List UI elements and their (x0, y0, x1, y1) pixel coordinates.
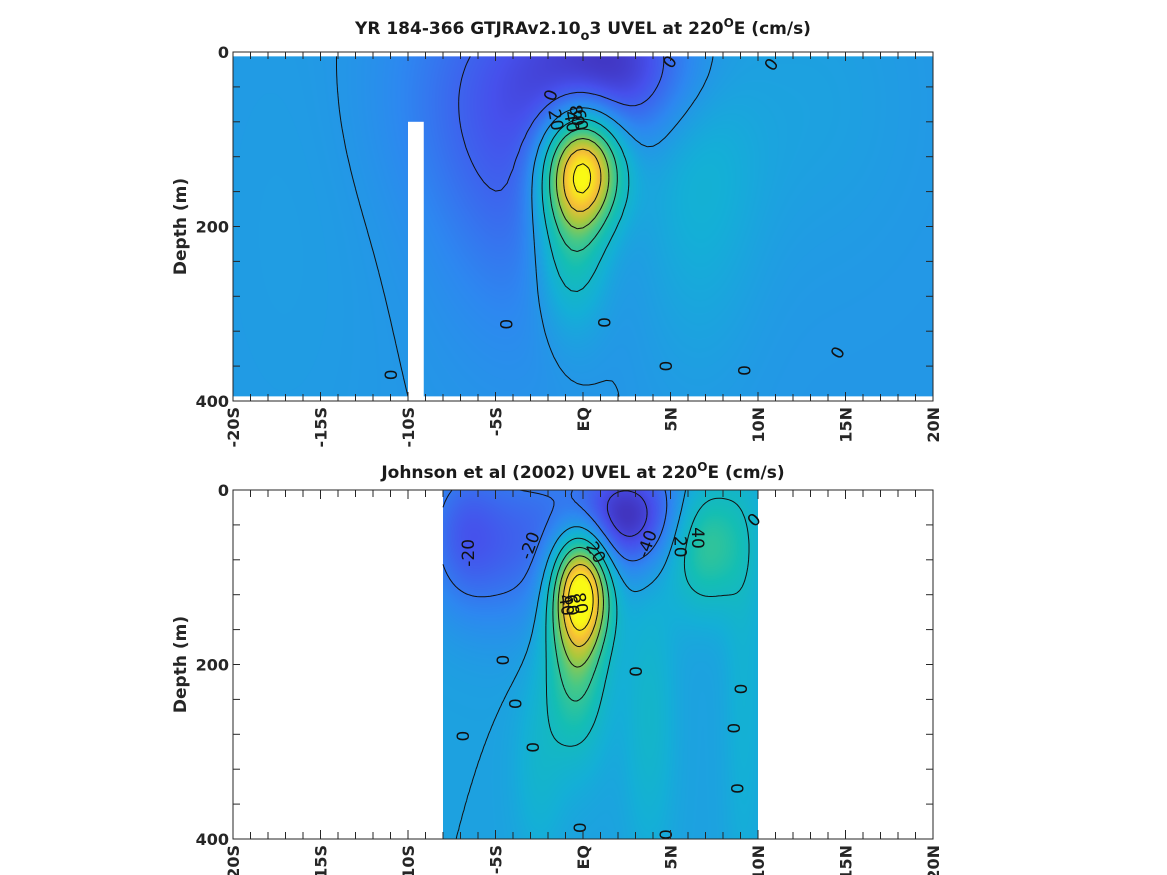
charts-0-contour-line (555, 138, 610, 230)
charts-0-x-tick-label: 10N (749, 407, 768, 443)
charts-1-contour-line (545, 497, 750, 747)
charts-0-contour-label: 20 (543, 108, 566, 133)
charts-0-title-part: E (cm/s) (734, 19, 811, 39)
charts-1-title-part: E (cm/s) (707, 463, 784, 483)
charts-1-x-tick-label: 15N (837, 845, 856, 875)
charts-1-y-tick-label: 0 (218, 481, 229, 500)
charts-1-x-tick-label: EQ (574, 845, 593, 870)
charts-0-contour-label: 60 (568, 108, 591, 133)
charts-1-contour-line (442, 489, 668, 598)
charts-1-y-tick-label: 400 (196, 830, 229, 849)
charts-1-contour-label: -20 (459, 539, 479, 567)
charts-0-contour-line (336, 56, 714, 397)
charts-0-x-tick-label: EQ (574, 407, 593, 432)
charts-1-contour-label: 0 (571, 822, 591, 833)
charts-0-x-tick-label: -5S (487, 407, 506, 436)
charts-1-contour-label: 0 (524, 742, 544, 753)
charts-0-contour-line (541, 118, 630, 292)
charts-0-y-axis-label: Depth (m) (171, 178, 191, 275)
charts-0-contour-label: 80 (564, 103, 587, 128)
charts-0-y-tick-label: 400 (196, 392, 229, 411)
charts-1-contour-label: 0 (732, 684, 752, 695)
charts-1-contour-line (557, 555, 604, 668)
charts-1-contour-label: 0 (454, 731, 474, 742)
charts-0-x-tick-label: 20N (924, 407, 943, 443)
charts-1-contour-label: 0 (627, 666, 647, 677)
charts-1-contour-label: 40 (554, 593, 577, 618)
charts-0-contour-label: 0 (498, 319, 518, 330)
chart-panel-observed: Johnson et al (2002) UVEL at 220OE (cm/s… (171, 460, 943, 875)
charts-1-title-part: Johnson et al (2002) UVEL at 220 (380, 463, 697, 483)
charts-1-contour-label: 0 (725, 723, 745, 734)
charts-1-contour-line (562, 564, 599, 648)
charts-0-contour-line (572, 163, 592, 194)
charts-1-contour-label: 80 (568, 591, 591, 616)
charts-0-contour-label: 0 (382, 369, 402, 380)
charts-0-title-part: o (581, 29, 590, 44)
charts-1-x-tick-label: 20N (924, 845, 943, 875)
charts-0-y-tick-label: 0 (218, 43, 229, 62)
charts-1-x-tick-label: -15S (312, 845, 331, 875)
charts-1-y-axis-label: Depth (m) (171, 616, 191, 713)
charts-1-title-part: O (697, 460, 707, 474)
charts-1-x-tick-label: 5N (662, 845, 681, 870)
charts-0-x-tick-label: -15S (312, 407, 331, 447)
charts-1-contour-label: 0 (729, 783, 749, 794)
charts-1-contour-label: 0 (494, 655, 514, 666)
charts-0-masked-column (408, 121, 424, 402)
charts-1-x-tick-label: 10N (749, 845, 768, 875)
charts-0-heatmap (233, 56, 933, 397)
charts-1-contour-label: 60 (559, 593, 582, 618)
charts-0-title-part: 3 UVEL at 220 (589, 19, 723, 39)
charts-0-contour-line (549, 128, 618, 252)
charts-1-contour-line (455, 489, 687, 840)
charts-0-title: YR 184-366 GTJRAv2.10o3 UVEL at 220OE (c… (354, 16, 811, 44)
charts-1-contour-label: 0 (657, 829, 677, 840)
charts-0-x-tick-label: -10S (399, 407, 418, 447)
charts-1-x-tick-label: -5S (487, 845, 506, 874)
charts-1-title: Johnson et al (2002) UVEL at 220OE (cm/s… (380, 460, 784, 483)
charts-0-x-tick-label: 5N (662, 407, 681, 432)
charts-0-contour-label: 40 (559, 109, 582, 134)
charts-1-contour-line (552, 546, 610, 702)
charts-0-contour-label: 0 (736, 365, 756, 376)
charts-1-x-tick-label: -10S (399, 845, 418, 875)
charts-0-contour-label: 0 (596, 317, 616, 328)
charts-1-y-tick-label: 200 (196, 656, 229, 675)
charts-0-contour-line (563, 148, 602, 212)
charts-0-contour-label: 0 (657, 361, 677, 372)
charts-0-x-tick-label: 15N (837, 407, 856, 443)
charts-1-contour-line (606, 490, 648, 537)
charts-1-x-tick-label: -20S (224, 845, 243, 875)
charts-0-contour-line (458, 56, 665, 192)
chart-panel-model: YR 184-366 GTJRAv2.10o3 UVEL at 220OE (c… (171, 16, 943, 447)
charts-1-heatmap (443, 490, 758, 839)
charts-1-contour-label: 40 (687, 527, 707, 549)
charts-0-y-tick-label: 200 (196, 218, 229, 237)
charts-1-contour-label: 20 (669, 536, 689, 558)
charts-1-contour-line (567, 573, 594, 631)
charts-0-title-part: O (724, 16, 734, 30)
charts-0-title-part: YR 184-366 GTJRAv2.10 (354, 19, 581, 39)
charts-1-contour-label: 0 (507, 698, 527, 709)
charts-0-x-tick-label: -20S (224, 407, 243, 447)
